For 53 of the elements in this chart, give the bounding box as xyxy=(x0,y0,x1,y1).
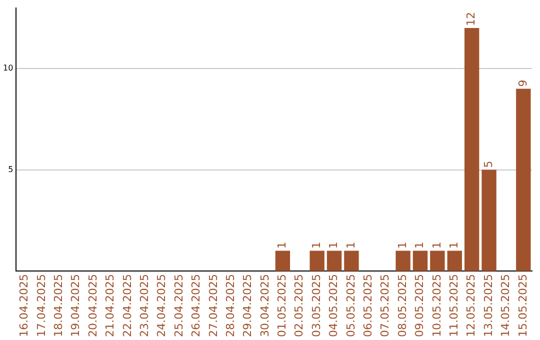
x-tick-label: 27.04.2025 xyxy=(206,274,220,338)
x-tick-label: 13.05.2025 xyxy=(482,274,495,338)
x-tick-label: 16.04.2025 xyxy=(18,274,31,338)
bar xyxy=(326,250,342,272)
x-tick-label: 26.04.2025 xyxy=(190,274,203,338)
bar xyxy=(396,250,410,272)
x-tick-label: 10.05.2025 xyxy=(430,274,444,338)
x-tick-label: 08.05.2025 xyxy=(396,274,409,338)
x-tick-label: 18.04.2025 xyxy=(52,274,66,338)
bar xyxy=(464,28,480,272)
data-label: 5 xyxy=(482,160,495,168)
x-tick-label: 02.05.2025 xyxy=(292,274,306,338)
bar xyxy=(430,250,445,272)
bar xyxy=(344,250,359,272)
x-tick-label: 24.04.2025 xyxy=(155,274,168,338)
bar xyxy=(412,250,428,272)
data-label: 9 xyxy=(516,80,530,87)
data-label: 1 xyxy=(413,242,426,249)
x-tick-label: 30.04.2025 xyxy=(258,274,272,338)
x-tick-label: 09.05.2025 xyxy=(413,274,426,338)
data-label: 1 xyxy=(396,242,409,249)
x-tick-label: 05.05.2025 xyxy=(344,274,358,338)
bar xyxy=(310,250,324,272)
bar xyxy=(516,88,531,272)
y-tick-label: 10 xyxy=(2,64,14,73)
data-label: 1 xyxy=(447,242,460,249)
x-tick-label: 29.04.2025 xyxy=(241,274,254,338)
x-tick-label: 17.04.2025 xyxy=(34,274,48,338)
x-tick-label: 25.04.2025 xyxy=(172,274,186,338)
x-tick-label: 04.05.2025 xyxy=(327,274,340,338)
x-tick-label: 15.05.2025 xyxy=(516,274,530,338)
x-tick-label: 12.05.2025 xyxy=(464,274,478,338)
x-tick-label: 07.05.2025 xyxy=(378,274,392,338)
x-tick-label: 03.05.2025 xyxy=(310,274,323,338)
x-tick-label: 21.04.2025 xyxy=(104,274,117,338)
data-label: 1 xyxy=(327,242,340,249)
data-label: 1 xyxy=(430,242,444,249)
x-tick-label: 01.05.2025 xyxy=(276,274,289,338)
x-tick-label: 23.04.2025 xyxy=(138,274,151,338)
x-tick-label: 14.05.2025 xyxy=(499,274,512,338)
x-tick-label: 19.04.2025 xyxy=(69,274,82,338)
x-tick-label: 20.04.2025 xyxy=(86,274,100,338)
x-tick-label: 06.05.2025 xyxy=(362,274,375,338)
x-tick-label: 22.04.2025 xyxy=(120,274,134,338)
bar xyxy=(447,250,462,272)
data-label: 12 xyxy=(464,12,478,26)
data-label: 1 xyxy=(344,242,358,249)
data-label: 1 xyxy=(276,242,289,249)
bar xyxy=(275,250,290,272)
x-tick-label: 28.04.2025 xyxy=(224,274,237,338)
x-tick-label: 11.05.2025 xyxy=(447,274,460,338)
bar xyxy=(482,170,496,272)
data-label: 1 xyxy=(310,242,323,249)
